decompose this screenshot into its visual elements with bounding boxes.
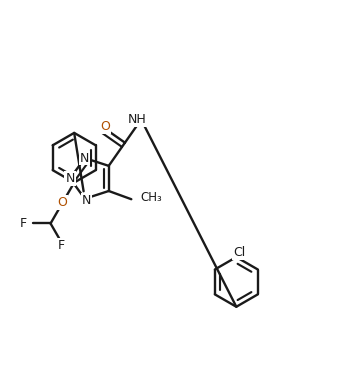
Text: N: N	[80, 152, 89, 165]
Text: F: F	[19, 217, 27, 230]
Text: Cl: Cl	[233, 247, 245, 259]
Text: NH: NH	[128, 113, 146, 126]
Text: N: N	[82, 194, 91, 207]
Text: N: N	[65, 172, 75, 185]
Text: O: O	[58, 196, 68, 209]
Text: F: F	[58, 239, 65, 252]
Text: O: O	[100, 120, 110, 133]
Text: CH₃: CH₃	[140, 191, 162, 204]
